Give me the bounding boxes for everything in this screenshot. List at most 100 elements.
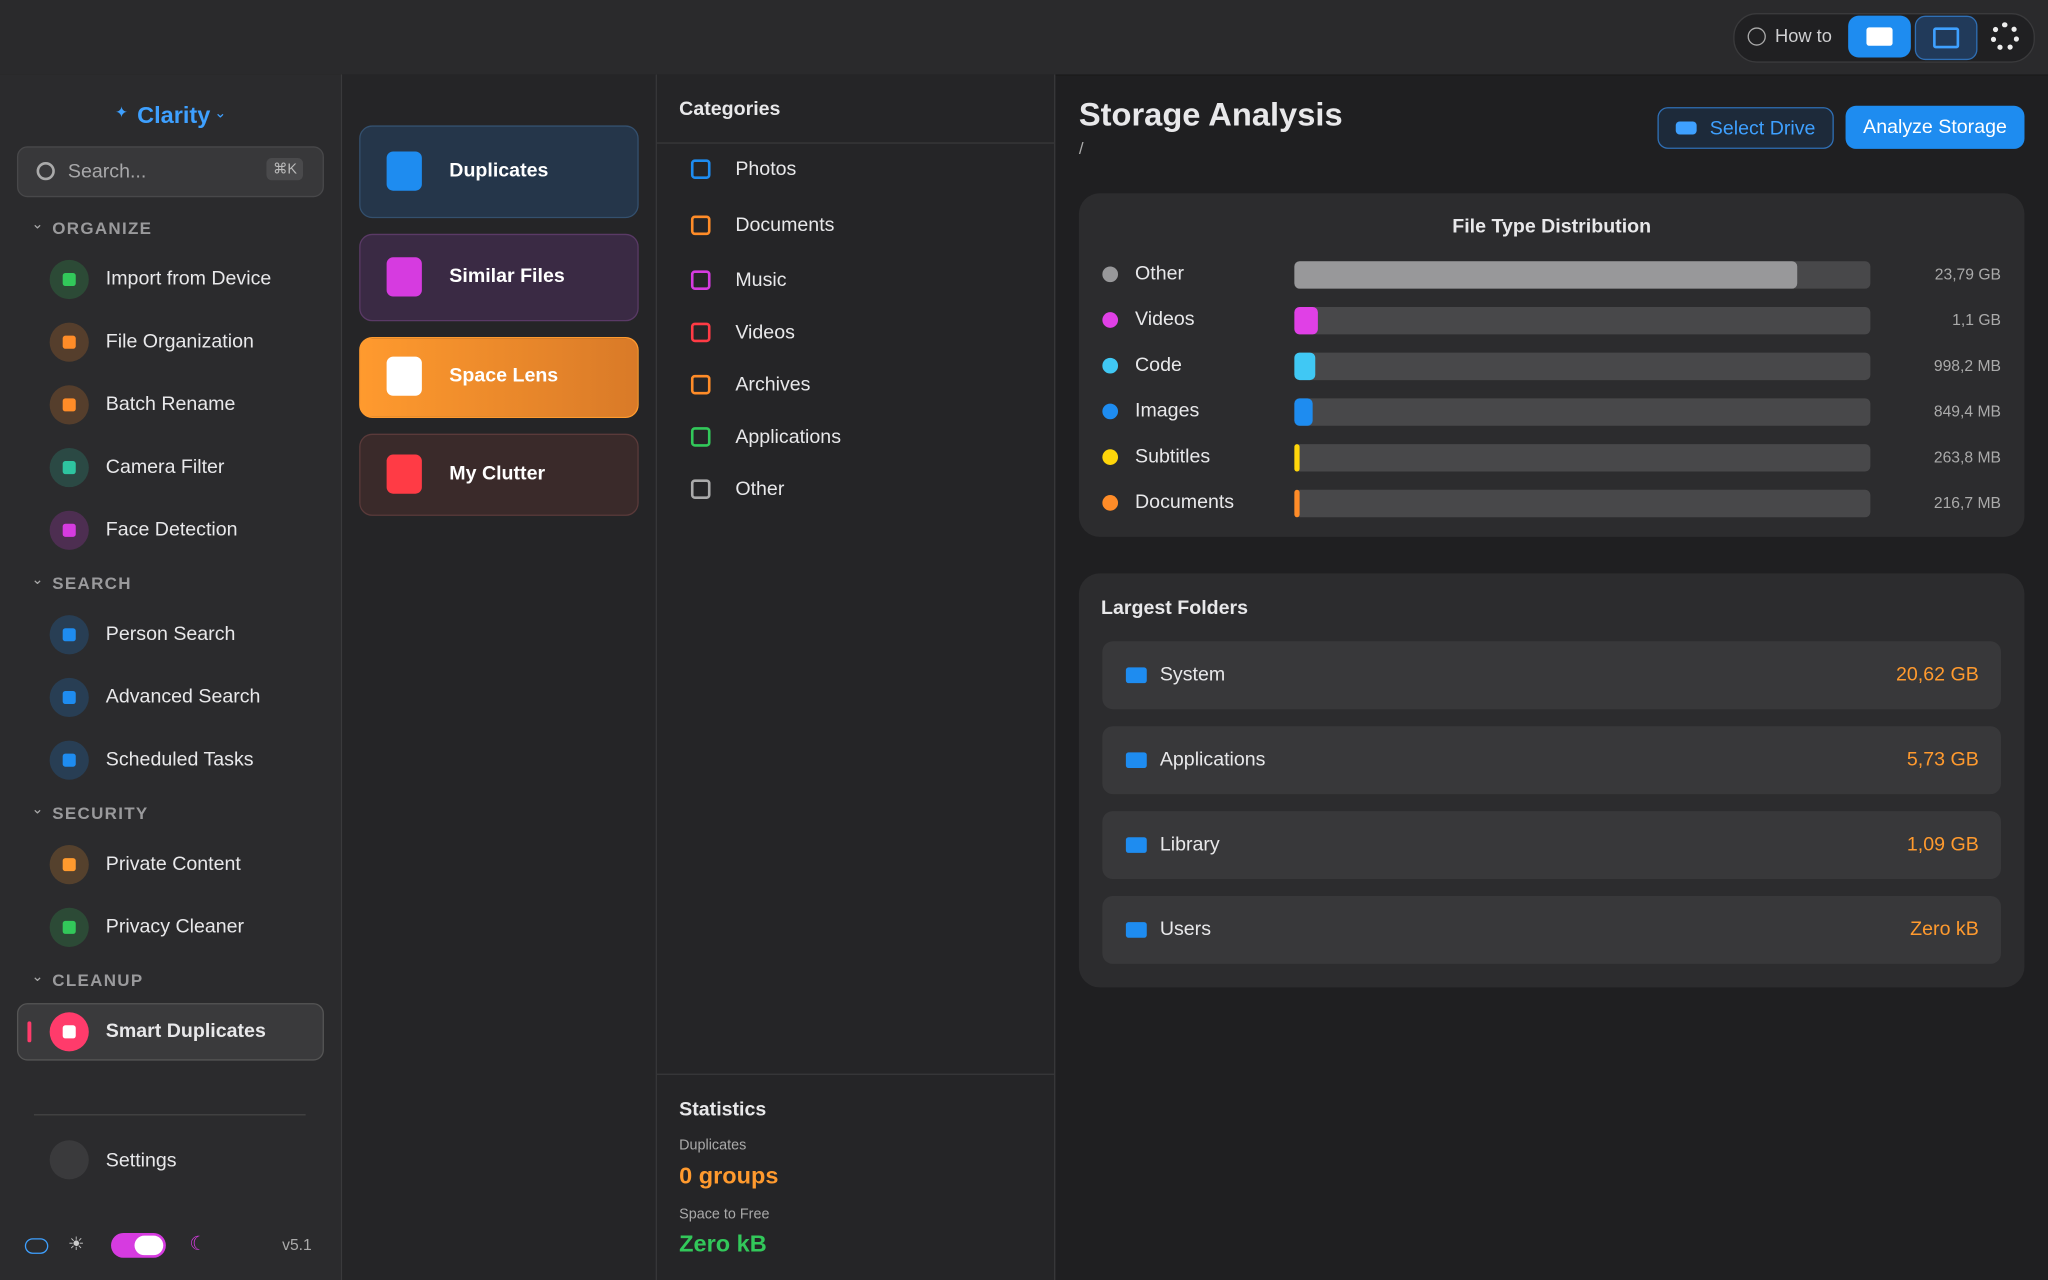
- tool-label: Similar Files: [449, 264, 565, 287]
- nav-icon-glyph: [62, 335, 76, 349]
- toggle-knob: [134, 1235, 164, 1256]
- category-icon: [690, 159, 711, 179]
- type-name: Videos: [1135, 308, 1195, 331]
- legend-dot: [1102, 403, 1119, 420]
- divider: [656, 1073, 1055, 1075]
- bar: [1294, 352, 1316, 381]
- categories-column: [656, 74, 1056, 1280]
- bar-track: [1294, 489, 1871, 518]
- nav-icon-glyph: [62, 398, 76, 412]
- cloud-icon[interactable]: [24, 1238, 49, 1254]
- stat-value: Zero kB: [679, 1230, 767, 1257]
- nav-item[interactable]: Advanced Search: [105, 685, 261, 708]
- nav-item[interactable]: Batch Rename: [105, 393, 236, 416]
- folder-icon: [1125, 922, 1147, 938]
- folder-row[interactable]: [1102, 726, 2001, 795]
- search-icon: [36, 161, 55, 181]
- version: v5.1: [282, 1235, 312, 1254]
- bar: [1294, 444, 1300, 472]
- settings-gear[interactable]: [1990, 22, 2020, 51]
- folder-row[interactable]: [1102, 811, 2001, 880]
- category-item[interactable]: Photos: [735, 158, 797, 181]
- size-label: 263,8 MB: [1933, 447, 2001, 467]
- category-item[interactable]: Archives: [735, 373, 811, 396]
- section-chevron: ⌄: [31, 216, 44, 233]
- sparkle-icon: ✦: [114, 103, 129, 122]
- tool-icon: [386, 256, 422, 296]
- nav-item[interactable]: Camera Filter: [105, 455, 225, 479]
- section-chevron: ⌄: [31, 969, 44, 985]
- tool-label: My Clutter: [449, 461, 546, 484]
- photo-icon: [1933, 27, 1960, 49]
- nav-icon-glyph: [62, 1025, 76, 1039]
- settings-nav-item[interactable]: Settings: [105, 1149, 177, 1172]
- folder-button[interactable]: [1848, 15, 1911, 58]
- folder-name: Library: [1159, 833, 1220, 856]
- category-item[interactable]: Music: [735, 269, 787, 292]
- folder-icon: [1125, 752, 1147, 768]
- divider: [33, 1114, 306, 1116]
- selection-indicator: [27, 1021, 32, 1043]
- folder-size: 20,62 GB: [1895, 663, 1979, 686]
- theme-toggle[interactable]: [111, 1232, 166, 1258]
- how-to-button[interactable]: How to: [1775, 24, 1832, 46]
- app-name[interactable]: Clarity: [137, 101, 211, 128]
- nav-icon-glyph: [62, 523, 76, 537]
- size-label: 216,7 MB: [1933, 493, 2001, 512]
- help-icon: [1747, 27, 1766, 46]
- type-name: Images: [1135, 399, 1200, 422]
- category-icon: [690, 215, 711, 236]
- legend-dot: [1102, 495, 1119, 511]
- category-icon: [690, 270, 711, 290]
- category-item[interactable]: Other: [735, 478, 785, 501]
- folder-size: 1,09 GB: [1906, 833, 1979, 856]
- nav-icon-glyph: [62, 272, 76, 287]
- folder-icon: [1866, 27, 1893, 46]
- folder-row[interactable]: [1102, 895, 2001, 964]
- category-icon: [690, 479, 711, 499]
- dropdown-chevron: ⌄: [214, 105, 227, 122]
- bar-track: [1294, 398, 1871, 426]
- photos-button[interactable]: [1914, 15, 1978, 61]
- category-icon: [690, 374, 711, 395]
- nav-icon-glyph: [62, 858, 76, 872]
- category-item[interactable]: Applications: [735, 425, 841, 448]
- statistics-title: Statistics: [679, 1098, 767, 1121]
- category-item[interactable]: Documents: [735, 214, 835, 237]
- analyze-storage-button[interactable]: Analyze Storage: [1845, 105, 2025, 149]
- folder-row[interactable]: [1102, 641, 2001, 710]
- distribution-title: File Type Distribution: [1452, 215, 1652, 238]
- tool-icon: [386, 150, 422, 191]
- light-mode-icon[interactable]: ☀: [67, 1232, 85, 1254]
- settings-icon: [49, 1140, 89, 1180]
- bar: [1294, 306, 1318, 335]
- bar-track: [1294, 444, 1871, 472]
- legend-dot: [1102, 312, 1119, 328]
- nav-icon-glyph: [62, 920, 76, 934]
- nav-item[interactable]: Private Content: [105, 852, 241, 876]
- nav-item[interactable]: Scheduled Tasks: [105, 748, 254, 771]
- select-drive-button[interactable]: Select Drive: [1657, 107, 1834, 149]
- section-chevron: ⌄: [31, 572, 44, 588]
- nav-item[interactable]: Smart Duplicates: [105, 1020, 266, 1043]
- tool-label: Duplicates: [449, 158, 549, 181]
- nav-item[interactable]: Face Detection: [105, 518, 238, 541]
- nav-item[interactable]: File Organization: [105, 330, 254, 353]
- bar: [1294, 489, 1299, 518]
- stat-label: Space to Free: [679, 1206, 770, 1223]
- nav-item[interactable]: Import from Device: [105, 267, 272, 290]
- stat-label: Duplicates: [679, 1137, 747, 1154]
- largest-folders-title: Largest Folders: [1101, 596, 1249, 620]
- nav-item[interactable]: Person Search: [105, 623, 236, 646]
- size-label: 998,2 MB: [1933, 356, 2001, 375]
- category-item[interactable]: Videos: [735, 321, 795, 344]
- current-path: /: [1078, 138, 1084, 159]
- folder-name: Users: [1159, 918, 1211, 941]
- section-header: SEARCH: [52, 573, 132, 593]
- section-header: ORGANIZE: [52, 218, 153, 238]
- dark-mode-icon[interactable]: ☾: [189, 1232, 207, 1256]
- folder-name: Applications: [1159, 748, 1266, 771]
- nav-item[interactable]: Privacy Cleaner: [105, 915, 245, 938]
